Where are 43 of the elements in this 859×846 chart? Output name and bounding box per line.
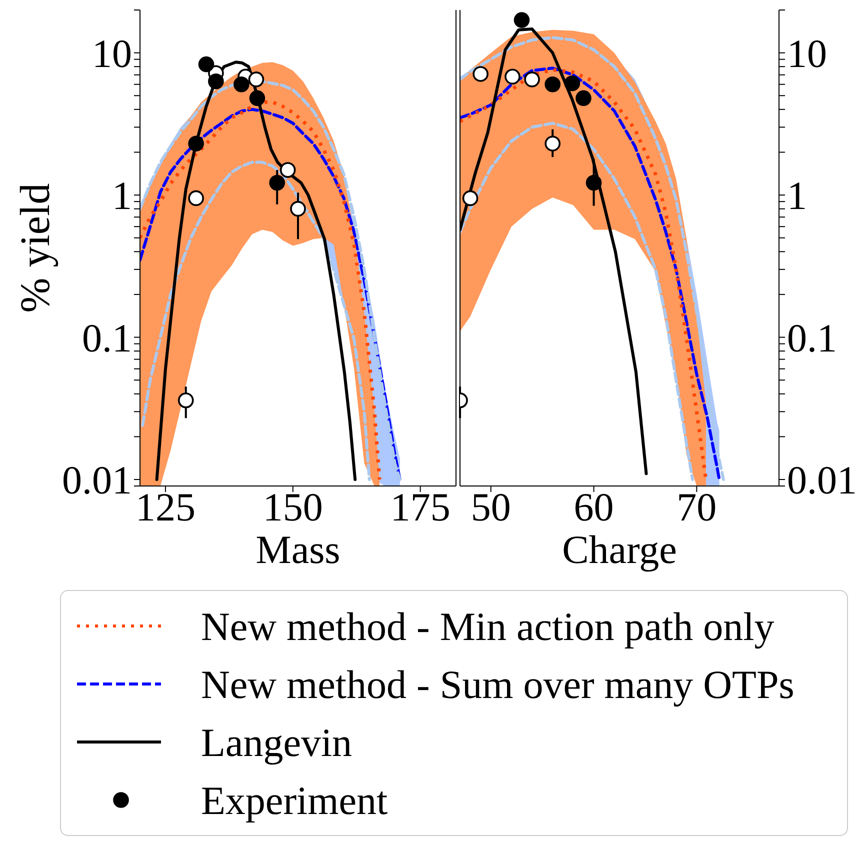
y-tick-label: 1 [112,173,132,218]
x-tick-label: 70 [676,484,717,530]
y-tick-label: 10 [92,31,132,76]
point [290,200,306,217]
point [208,73,224,90]
legend-label: New method - Min action path only [201,602,774,650]
point [178,392,194,408]
legend-label: Experiment [201,776,388,824]
point [462,190,478,206]
y-tick-label: 0.01 [787,458,857,503]
point [188,136,204,152]
x-tick-label: 50 [470,484,511,530]
legend-label: New method - Sum over many OTPs [201,660,794,708]
point [586,174,602,191]
point [234,76,250,92]
y-tick-label: 0.01 [62,458,132,503]
point [504,68,520,85]
point [576,90,592,106]
y-tick-label: 1 [787,173,807,218]
point [544,136,561,152]
legend-label: Langevin [201,718,352,766]
x-tick-label: 150 [262,484,323,530]
x-axis-title: Charge [562,527,677,572]
point [188,190,204,206]
point [248,72,264,88]
x-axis-title: Mass [256,527,340,572]
point [198,56,214,72]
y-axis-title: % yield [12,183,59,313]
x-tick-label: 175 [390,484,450,530]
point [524,72,540,88]
point [514,12,530,28]
point [564,75,580,92]
line-series [155,60,357,481]
x-tick-label: 60 [574,484,614,530]
point [280,162,296,178]
point [269,174,286,191]
point [472,66,488,82]
y-tick-label: 0.1 [82,315,132,360]
y-tick-label: 0.1 [787,315,837,360]
point [544,76,561,92]
x-tick-label: 125 [135,484,196,530]
y-tick-label: 10 [787,31,827,76]
point [249,90,266,106]
